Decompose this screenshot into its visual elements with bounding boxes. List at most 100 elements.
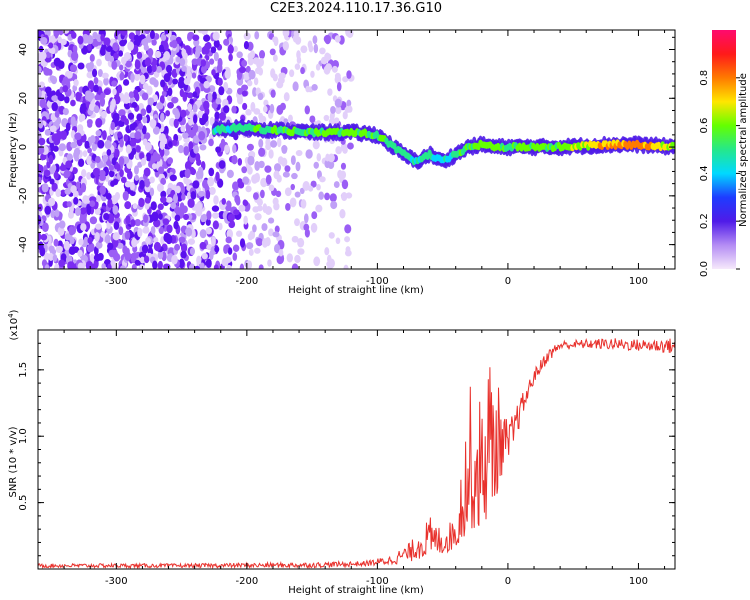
spectrogram-noise-dot xyxy=(328,232,335,239)
spectrogram-noise-dot xyxy=(233,209,240,216)
spectrogram-noise-dot xyxy=(123,79,130,86)
spectrogram-noise-dot xyxy=(201,30,208,36)
spectrogram-noise-dot xyxy=(166,64,173,73)
snr-x-tick-label: -200 xyxy=(236,576,259,587)
spectrogram-noise-dot xyxy=(133,67,142,75)
spectrogram-noise-dot xyxy=(118,109,126,117)
spectrogram-noise-dot xyxy=(81,169,87,178)
spectrogram-noise-dot xyxy=(133,39,141,47)
spectrogram-noise-dot xyxy=(276,255,284,265)
spectrogram-noise-dot xyxy=(105,193,112,200)
spectrogram-noise-dot xyxy=(43,169,51,177)
spectrogram-noise-dot xyxy=(122,190,129,201)
spectrogram-noise-dot xyxy=(38,137,46,146)
spectrogram-noise-dot xyxy=(113,52,119,60)
spectrogram-noise-dot xyxy=(253,108,261,115)
spectrogram-noise-dot xyxy=(57,93,65,102)
spectrogram-noise-dot xyxy=(158,213,163,220)
spectrogram-noise-dot xyxy=(175,56,181,63)
spectrogram-y-tick-label: 0 xyxy=(18,144,29,150)
spectrogram-noise-dot xyxy=(108,170,115,178)
spectrogram-noise-dot xyxy=(310,222,318,233)
spectrogram-noise-dot xyxy=(258,147,266,157)
spectrogram-noise-dot xyxy=(294,191,301,198)
spectrogram-noise-dot xyxy=(241,59,248,67)
spectrogram-noise-dot xyxy=(91,142,98,152)
spectrogram-noise-dot xyxy=(72,84,78,92)
spectrogram-noise-dot xyxy=(334,74,342,84)
spectrogram-noise-dot xyxy=(313,43,319,54)
spectrogram-noise-dot xyxy=(160,79,166,88)
spectrogram-noise-dot xyxy=(129,96,136,104)
spectrogram-noise-dot xyxy=(163,149,170,156)
spectrogram-noise-dot xyxy=(299,187,305,195)
spectrogram-noise-dot xyxy=(64,187,72,195)
spectrogram-noise-dot xyxy=(265,174,272,185)
spectrogram-noise-dot xyxy=(192,34,200,41)
spectrogram-noise-dot xyxy=(316,183,321,191)
spectrogram-noise-dot xyxy=(243,199,249,207)
snr-y-multiplier-close: ) xyxy=(9,309,20,313)
spectrogram-noise-dot xyxy=(198,190,206,197)
spectrogram-noise-dot xyxy=(73,79,79,87)
spectrogram-noise-dot xyxy=(151,163,157,170)
spectrogram-noise-dot xyxy=(293,30,300,38)
spectrogram-noise-dot xyxy=(192,123,199,134)
spectrogram-noise-dot xyxy=(346,99,352,107)
spectrogram-noise-dot xyxy=(86,244,93,253)
spectrogram-noise-dot xyxy=(58,220,66,229)
spectrogram-noise-dot xyxy=(239,263,245,269)
spectrogram-noise-dot xyxy=(195,45,203,53)
spectrogram-noise-dot xyxy=(103,77,109,86)
spectrogram-noise-dot xyxy=(319,47,326,55)
spectrogram-noise-dot xyxy=(134,131,142,140)
spectrogram-noise-dot xyxy=(223,81,229,92)
colorbar-tick-label: 0.8 xyxy=(699,70,710,86)
spectrogram-noise-dot xyxy=(93,76,99,85)
spectrogram-noise-dot xyxy=(97,252,104,261)
spectrogram-noise-dot xyxy=(318,191,325,200)
spectrogram-noise-dot xyxy=(335,237,341,245)
spectrogram-noise-dot xyxy=(166,224,173,234)
spectrogram-noise-dot xyxy=(199,229,207,239)
spectrogram-noise-dot xyxy=(342,76,349,83)
spectrogram-noise-dot xyxy=(294,218,300,227)
spectrogram-noise-dot xyxy=(128,91,135,99)
spectrogram-noise-dot xyxy=(79,215,87,224)
spectrogram-noise-dot xyxy=(63,169,71,178)
spectrogram-noise-dot xyxy=(157,250,164,260)
spectrogram-noise-dot xyxy=(113,221,120,230)
spectrogram-noise-dot xyxy=(234,194,241,204)
spectrogram-noise-dot xyxy=(313,256,321,267)
spectrogram-noise-dot xyxy=(151,39,157,46)
spectrogram-noise-dot xyxy=(225,205,232,212)
spectrogram-noise-dot xyxy=(43,252,51,261)
spectrogram-noise-dot xyxy=(323,65,331,75)
spectrogram-noise-dot xyxy=(343,264,349,269)
spectrogram-noise-dot xyxy=(77,262,85,269)
spectrogram-noise-dot xyxy=(74,207,81,217)
snr-x-tick-label: -300 xyxy=(105,576,128,587)
spectrogram-noise-dot xyxy=(125,60,132,68)
spectrogram-noise-dot xyxy=(131,147,137,155)
spectrogram-noise-dot xyxy=(305,85,311,93)
signal-core xyxy=(672,142,675,150)
spectrogram-noise-dot xyxy=(48,42,54,49)
spectrogram-noise-dot xyxy=(95,241,103,249)
spectrogram-noise-dot xyxy=(54,110,60,118)
spectrogram-noise-dot xyxy=(119,265,126,269)
spectrogram-noise-dot xyxy=(149,30,156,40)
spectrogram-noise-dot xyxy=(109,55,115,63)
snr-x-axis-label: Height of straight line (km) xyxy=(288,585,424,596)
spectrogram-noise-dot xyxy=(263,99,269,107)
spectrogram-noise-dot xyxy=(80,182,87,193)
spectrogram-noise-dot xyxy=(212,220,219,230)
spectrogram-noise-dot xyxy=(83,236,89,247)
spectrogram-noise-dot xyxy=(157,203,164,211)
spectrogram-noise-dot xyxy=(103,212,110,221)
spectrogram-noise-dot xyxy=(247,155,255,166)
spectrogram-noise-dot xyxy=(89,253,95,263)
spectrogram-noise-dot xyxy=(205,218,211,226)
spectrogram-noise-dot xyxy=(243,215,248,225)
